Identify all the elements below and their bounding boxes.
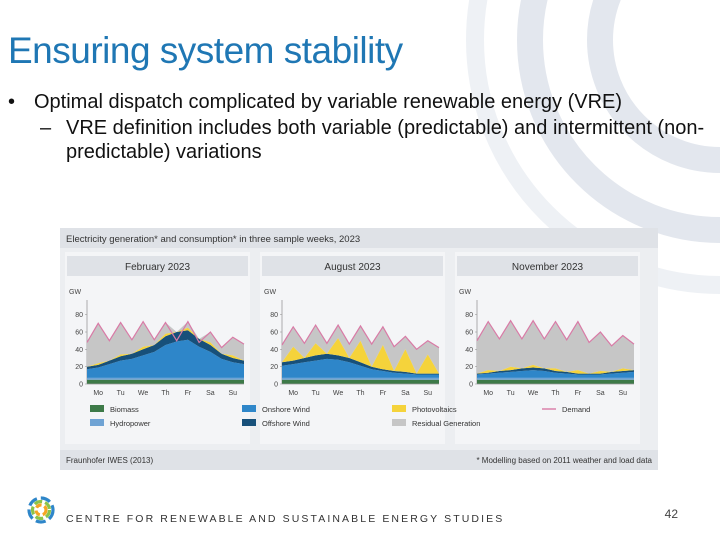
x-tick-label: Th (551, 390, 559, 397)
legend-swatch-biomass (90, 405, 104, 412)
y-tick-label: 40 (465, 347, 473, 354)
area-biomass (477, 379, 634, 384)
x-tick-label: We (528, 390, 538, 397)
legend-swatch-onshore-wind (242, 405, 256, 412)
panel-header (67, 256, 248, 276)
y-tick-label: 0 (469, 382, 473, 389)
x-tick-label: Fr (575, 390, 582, 397)
x-tick-label: Th (356, 390, 364, 397)
area-hydropower (282, 377, 439, 380)
x-tick-label: Su (424, 390, 433, 397)
area-offshore-wind (282, 353, 439, 375)
legend-swatch-hydropower (90, 419, 104, 426)
y-tick-label: 20 (75, 364, 83, 371)
demand-line (281, 323, 440, 351)
x-tick-label: Su (229, 390, 238, 397)
x-tick-label: Tu (507, 390, 515, 397)
area-offshore-wind (87, 330, 244, 370)
y-tick-label: 60 (75, 330, 83, 337)
y-tick-label: 60 (465, 330, 473, 337)
legend-swatch-residual-generation (392, 419, 406, 426)
demand-line (86, 320, 245, 349)
area-residual-generation (87, 321, 244, 367)
bullet-list: • Optimal dispatch complicated by variab… (8, 90, 713, 164)
area-onshore-wind (477, 370, 634, 378)
legend-label: Offshore Wind (262, 419, 310, 428)
area-photovoltaics (477, 364, 634, 374)
y-tick-label: 60 (270, 330, 278, 337)
ring-logo-icon (27, 496, 55, 524)
y-tick-label: 80 (465, 312, 473, 319)
y-tick-label: 20 (465, 364, 473, 371)
y-tick-label: 20 (270, 364, 278, 371)
x-tick-label: Tu (117, 390, 125, 397)
page-title: Ensuring system stability (8, 30, 403, 71)
legend-label: Onshore Wind (262, 405, 310, 414)
footer-text: CENTRE FOR RENEWABLE AND SUSTAINABLE ENE… (66, 513, 505, 525)
sub-bullet-marker: – (40, 117, 52, 139)
legend-swatch-offshore-wind (242, 419, 256, 426)
y-tick-label: 80 (270, 312, 278, 319)
area-onshore-wind (282, 358, 439, 378)
x-tick-label: Sa (596, 390, 605, 397)
x-tick-label: Su (619, 390, 628, 397)
page-number: 42 (664, 507, 678, 521)
x-tick-label: Sa (401, 390, 410, 397)
chart-footer-bar (60, 450, 658, 470)
y-tick-label: 0 (274, 382, 278, 389)
x-tick-label: Sa (206, 390, 215, 397)
panel-header (457, 256, 638, 276)
demand-line (476, 319, 635, 347)
x-tick-label: Mo (288, 390, 298, 397)
y-unit-label: GW (459, 289, 471, 296)
chart-title: Electricity generation* and consumption*… (66, 234, 360, 245)
panel-header (262, 256, 443, 276)
x-tick-label: Mo (93, 390, 103, 397)
area-photovoltaics (282, 338, 439, 374)
y-tick-label: 40 (270, 347, 278, 354)
x-tick-label: Mo (483, 390, 493, 397)
area-photovoltaics (87, 327, 244, 367)
x-tick-label: Th (161, 390, 169, 397)
panel-label: February 2023 (125, 262, 190, 273)
y-tick-label: 80 (75, 312, 83, 319)
legend-swatch-photovoltaics (392, 405, 406, 412)
sub-bullet-item: – VRE definition includes both variable … (8, 116, 713, 164)
x-tick-label: Tu (312, 390, 320, 397)
bullet-text: Optimal dispatch complicated by variable… (34, 91, 623, 113)
y-unit-label: GW (69, 289, 81, 296)
electricity-chart: Electricity generation* and consumption*… (60, 228, 658, 470)
x-tick-label: Fr (380, 390, 387, 397)
chart-source: Fraunhofer IWES (2013) (66, 456, 153, 465)
chart-title-bar (60, 228, 658, 248)
bullet-item: • Optimal dispatch complicated by variab… (8, 90, 713, 114)
legend-label: Hydropower (110, 419, 151, 428)
panel-label: August 2023 (324, 262, 381, 273)
area-residual-generation (282, 325, 439, 374)
legend-label: Residual Generation (412, 419, 480, 428)
area-onshore-wind (87, 339, 244, 378)
bullet-marker: • (8, 91, 16, 113)
legend-label: Demand (562, 405, 590, 414)
sub-bullet-text: VRE definition includes both variable (p… (66, 117, 705, 163)
area-hydropower (477, 377, 634, 380)
y-tick-label: 0 (79, 382, 83, 389)
legend-label: Biomass (110, 405, 139, 414)
x-tick-label: We (138, 390, 148, 397)
panel-label: November 2023 (512, 262, 584, 273)
decorative-arcs (466, 0, 720, 294)
area-hydropower (87, 377, 244, 380)
y-unit-label: GW (264, 289, 276, 296)
y-tick-label: 40 (75, 347, 83, 354)
x-tick-label: Fr (185, 390, 192, 397)
legend-label: Photovoltaics (412, 405, 457, 414)
footer-logo (27, 496, 55, 524)
area-residual-generation (477, 320, 634, 374)
chart-footnote: * Modelling based on 2011 weather and lo… (476, 456, 652, 465)
area-biomass (87, 379, 244, 384)
x-tick-label: We (333, 390, 343, 397)
area-biomass (282, 379, 439, 384)
